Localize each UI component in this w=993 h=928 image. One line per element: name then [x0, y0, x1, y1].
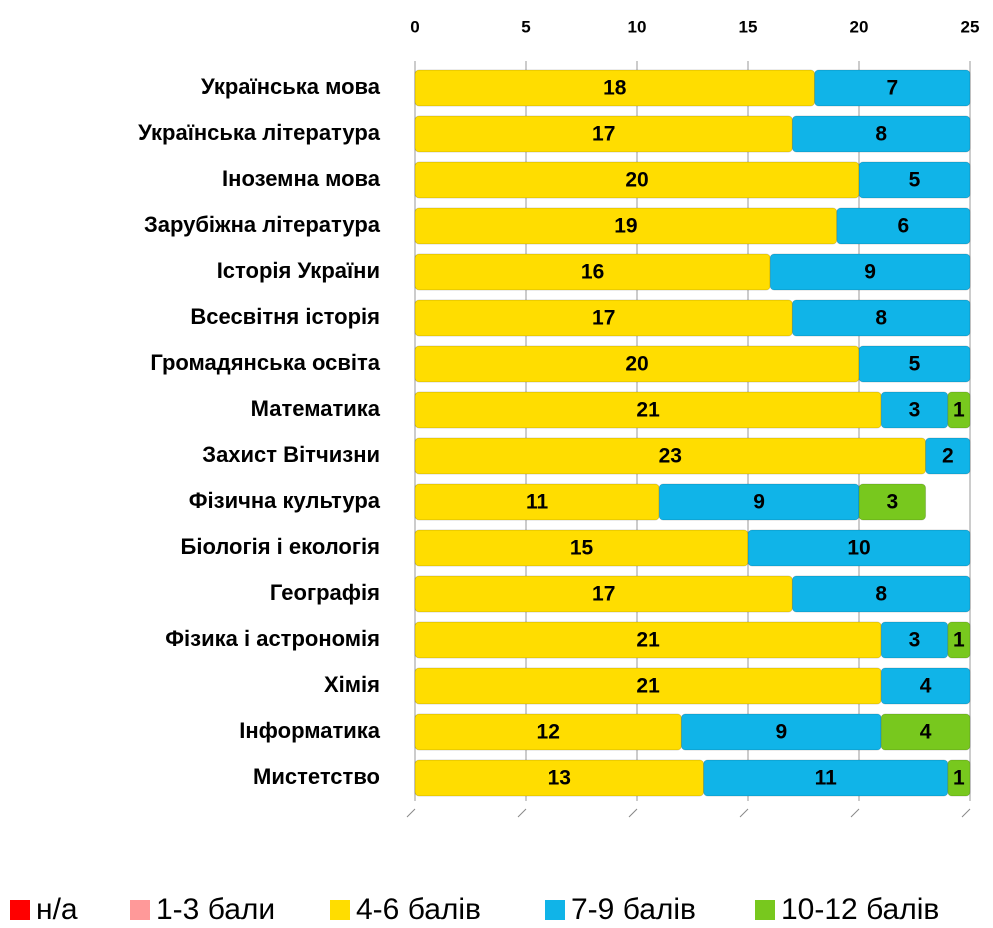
- category-label: Мистетство: [253, 764, 380, 789]
- bar-segment: [858, 483, 927, 521]
- category-label: Захист Вітчизни: [202, 442, 380, 467]
- bar-segment: [791, 575, 971, 613]
- category-label: Зарубіжна література: [144, 212, 381, 237]
- tick-mark: [739, 808, 749, 818]
- data-label: 12: [537, 721, 560, 744]
- category-label: Всесвітня історія: [190, 304, 380, 329]
- bar-segment: [880, 713, 971, 751]
- bar-segment: [947, 759, 971, 797]
- x-tick-label: 20: [850, 17, 869, 36]
- legend-label: 1-3 бали: [156, 893, 275, 926]
- x-tick-label: 0: [410, 17, 419, 36]
- data-label: 21: [636, 399, 660, 422]
- bar-segment: [947, 621, 971, 659]
- data-label: 13: [548, 767, 571, 790]
- data-label: 8: [875, 583, 887, 606]
- category-label: Українська мова: [201, 74, 381, 99]
- tick-mark: [406, 808, 416, 818]
- data-label: 4: [920, 675, 932, 698]
- legend-swatch: [545, 900, 565, 920]
- category-label: Географія: [270, 580, 380, 605]
- data-label: 21: [636, 675, 660, 698]
- data-label: 15: [570, 537, 594, 560]
- bar-segment: [769, 253, 971, 291]
- data-label: 21: [636, 629, 660, 652]
- data-label: 8: [875, 123, 887, 146]
- data-label: 19: [614, 215, 637, 238]
- category-label: Інформатика: [239, 718, 380, 743]
- data-label: 20: [625, 353, 648, 376]
- category-label: Математика: [251, 396, 381, 421]
- data-label: 1: [953, 629, 965, 652]
- category-label: Іноземна мова: [222, 166, 381, 191]
- data-label: 3: [909, 399, 921, 422]
- data-label: 1: [953, 399, 965, 422]
- data-label: 9: [864, 261, 876, 284]
- category-label: Фізика і астрономія: [165, 626, 380, 651]
- tick-mark: [850, 808, 860, 818]
- bar-segment: [791, 115, 971, 153]
- data-label: 18: [603, 77, 627, 100]
- legend-swatch: [10, 900, 30, 920]
- bar-segment: [791, 299, 971, 337]
- legend-swatch: [755, 900, 775, 920]
- category-label: Історія України: [217, 258, 380, 283]
- data-label: 5: [909, 169, 921, 192]
- category-label: Фізична культура: [189, 488, 381, 513]
- data-label: 11: [526, 491, 549, 514]
- data-label: 7: [886, 77, 898, 100]
- bar-segment: [858, 345, 971, 383]
- data-label: 8: [875, 307, 887, 330]
- legend-label: 7-9 балів: [571, 893, 696, 926]
- bar-segment: [814, 69, 971, 107]
- category-label: Громадянська освіта: [150, 350, 380, 375]
- x-tick-label: 10: [628, 17, 647, 36]
- data-label: 11: [815, 767, 838, 790]
- data-label: 17: [592, 123, 615, 146]
- bar-segment: [747, 529, 971, 567]
- data-label: 1: [953, 767, 965, 790]
- bar-segment: [925, 437, 971, 475]
- legend-swatch: [330, 900, 350, 920]
- legend-label: 10-12 балів: [781, 893, 939, 926]
- legend-label: 4-6 балів: [356, 893, 481, 926]
- legend-swatch: [130, 900, 150, 920]
- legend-label: н/а: [36, 893, 78, 926]
- bar-segment: [947, 391, 971, 429]
- bar-segment: [858, 161, 971, 199]
- data-label: 17: [592, 583, 615, 606]
- data-label: 3: [886, 491, 898, 514]
- x-tick-label: 5: [521, 17, 530, 36]
- data-label: 23: [659, 445, 682, 468]
- data-label: 17: [592, 307, 615, 330]
- x-tick-label: 15: [739, 17, 758, 36]
- data-label: 3: [909, 629, 921, 652]
- data-label: 9: [775, 721, 787, 744]
- data-label: 16: [581, 261, 604, 284]
- data-label: 4: [920, 721, 932, 744]
- data-label: 9: [753, 491, 765, 514]
- category-label: Біологія і екологія: [181, 534, 380, 559]
- data-label: 5: [909, 353, 921, 376]
- category-label: Хімія: [324, 672, 380, 697]
- x-tick-label: 25: [961, 17, 980, 36]
- data-label: 2: [942, 445, 954, 468]
- category-label: Українська література: [138, 120, 381, 145]
- data-label: 6: [898, 215, 910, 238]
- data-label: 10: [847, 537, 870, 560]
- data-label: 20: [625, 169, 648, 192]
- tick-mark: [961, 808, 971, 818]
- bar-segment: [880, 667, 971, 705]
- tick-mark: [628, 808, 638, 818]
- tick-mark: [517, 808, 527, 818]
- bar-segment: [836, 207, 971, 245]
